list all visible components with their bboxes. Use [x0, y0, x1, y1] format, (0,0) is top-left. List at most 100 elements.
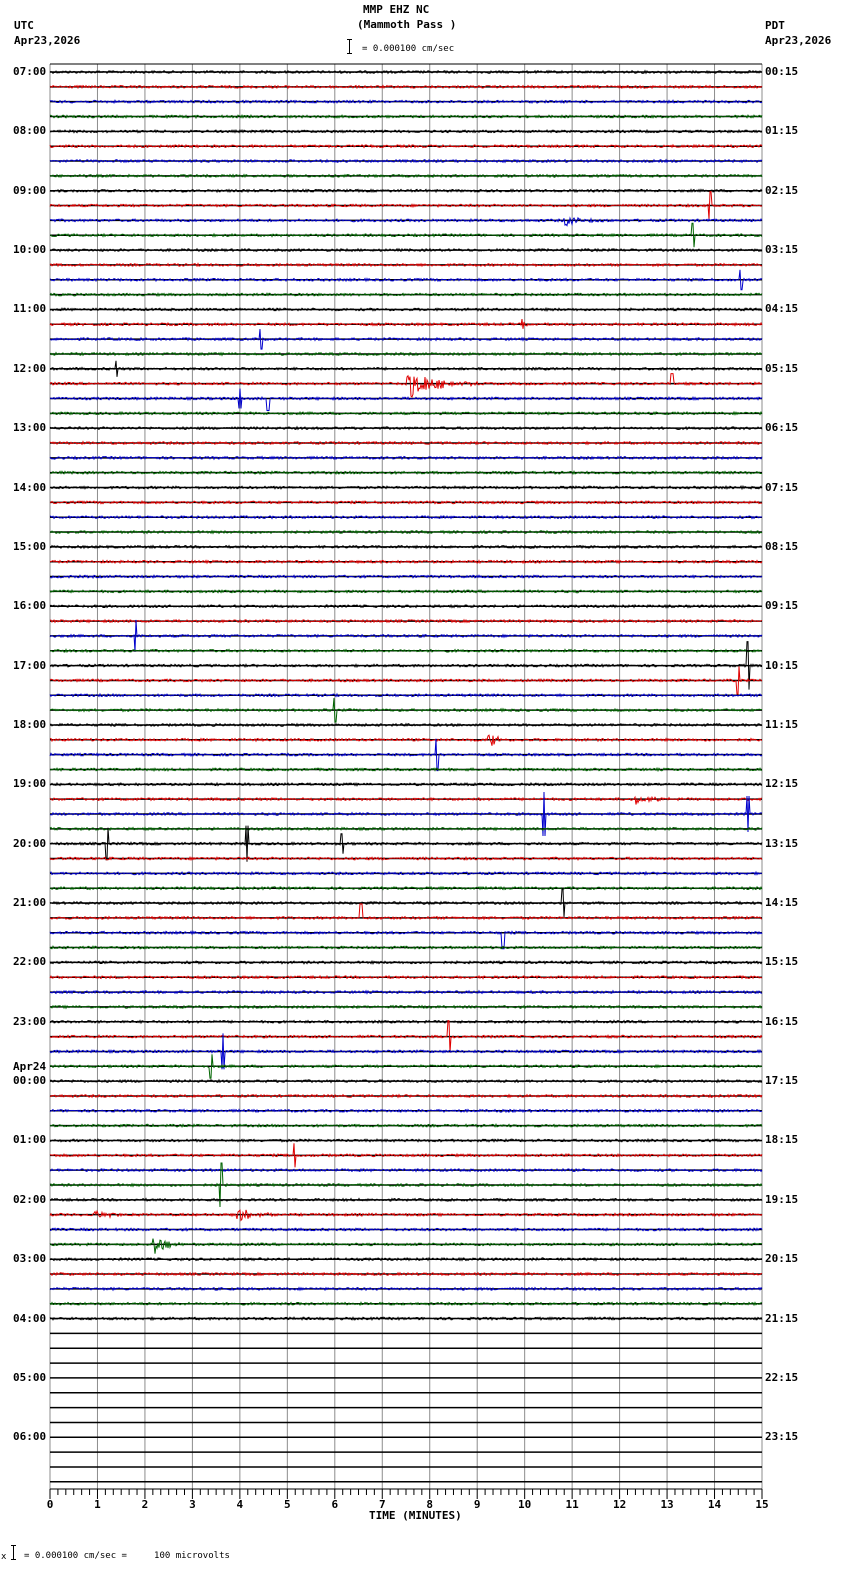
x-tick-label: 1 — [94, 1498, 101, 1511]
seismic-trace — [49, 1227, 763, 1232]
seismic-trace — [49, 1019, 763, 1025]
seismic-trace — [49, 1033, 763, 1070]
seismic-trace — [49, 618, 763, 624]
seismic-trace — [49, 360, 763, 377]
seismic-trace — [49, 666, 763, 695]
seismic-trace — [49, 455, 763, 461]
pdt-hour-label: 14:15 — [765, 896, 799, 910]
seismic-trace — [49, 1004, 763, 1010]
pdt-hour-label: 20:15 — [765, 1252, 799, 1266]
seismic-trace — [49, 641, 763, 690]
pdt-hour-label: 10:15 — [765, 658, 799, 672]
seismic-trace — [49, 143, 763, 149]
seismic-trace — [49, 1286, 763, 1292]
seismic-trace — [49, 1093, 763, 1099]
seismic-trace — [49, 1108, 763, 1114]
seismic-trace — [49, 99, 763, 104]
pdt-hour-label: 01:15 — [765, 124, 799, 138]
seismic-trace — [49, 128, 763, 134]
x-tick-label: 11 — [566, 1498, 580, 1511]
seismic-trace — [49, 1256, 763, 1262]
seismic-trace — [49, 870, 763, 876]
utc-hour-label: 13:00 — [13, 421, 47, 435]
station-title: MMP EHZ NC — [363, 3, 430, 16]
utc-hour-label: 00:00 — [13, 1074, 47, 1088]
calibration-marker: x — [1, 1552, 7, 1562]
seismic-trace — [49, 989, 763, 995]
seismic-trace — [49, 1162, 763, 1208]
pdt-hour-label: 17:15 — [765, 1074, 799, 1088]
utc-hour-label: 18:00 — [13, 717, 47, 731]
seismic-trace — [49, 826, 763, 832]
utc-hour-label: 21:00 — [13, 896, 47, 910]
seismic-trace — [49, 1054, 763, 1079]
seismic-trace — [49, 319, 763, 329]
seismic-trace — [49, 514, 763, 520]
seismic-trace — [49, 1209, 763, 1222]
pdt-hour-label: 00:15 — [765, 65, 799, 78]
right-timezone: PDT — [765, 19, 785, 32]
utc-hour-label: 20:00 — [13, 836, 47, 850]
seismic-trace — [49, 888, 763, 918]
seismic-trace — [49, 113, 763, 120]
seismic-trace — [49, 588, 763, 594]
left-date: Apr23,2026 — [14, 34, 81, 47]
pdt-hour-label: 13:15 — [765, 836, 799, 850]
seismic-trace — [49, 188, 763, 194]
seismic-trace — [49, 222, 763, 248]
calibration-bar-icon — [11, 1545, 19, 1560]
seismic-trace — [50, 1197, 763, 1203]
seismic-trace — [49, 559, 763, 565]
seismic-trace — [49, 974, 763, 980]
seismic-trace — [49, 791, 763, 837]
seismic-trace — [49, 945, 763, 951]
pdt-hour-label: 06:15 — [765, 421, 799, 435]
pdt-hour-label: 02:15 — [765, 183, 799, 197]
utc-hour-label: 14:00 — [13, 480, 47, 494]
pdt-hour-label: 21:15 — [765, 1311, 799, 1325]
x-tick-label: 0 — [47, 1498, 54, 1511]
utc-hour-label: 15:00 — [13, 539, 47, 553]
seismic-trace — [49, 959, 763, 965]
pdt-hour-label: 16:15 — [765, 1014, 799, 1028]
seismic-trace — [49, 410, 763, 416]
utc-hour-label: 12:00 — [13, 361, 47, 375]
left-timezone: UTC — [14, 19, 34, 32]
seismic-trace — [49, 1137, 763, 1144]
seismic-trace — [49, 351, 763, 357]
x-tick-label: 14 — [708, 1498, 722, 1511]
station-location: (Mammoth Pass ) — [357, 18, 457, 31]
seismic-trace — [49, 544, 763, 550]
utc-hour-label: 17:00 — [13, 658, 47, 672]
seismic-trace — [49, 734, 763, 746]
x-tick-label: 7 — [379, 1498, 386, 1511]
pdt-hour-label: 15:15 — [765, 955, 799, 969]
x-tick-label: 5 — [284, 1498, 291, 1511]
pdt-hour-label: 12:15 — [765, 777, 799, 791]
seismic-trace — [49, 930, 763, 950]
x-tick-label: 9 — [474, 1498, 481, 1511]
pdt-hour-label: 18:15 — [765, 1133, 799, 1147]
x-tick-label: 13 — [660, 1498, 673, 1511]
pdt-hour-label: 05:15 — [765, 361, 799, 375]
seismic-trace — [49, 1315, 763, 1322]
utc-hour-label: 22:00 — [13, 955, 47, 969]
seismic-trace — [49, 262, 763, 268]
seismic-trace — [49, 269, 763, 291]
seismic-trace — [49, 84, 763, 90]
utc-hour-label: 02:00 — [13, 1192, 47, 1206]
seismic-trace — [49, 795, 762, 805]
x-tick-label: 4 — [237, 1498, 244, 1511]
utc-hour-label: 10:00 — [13, 243, 47, 257]
utc-hour-label: 07:00 — [13, 65, 47, 78]
utc-hour-label: 19:00 — [13, 777, 47, 791]
seismic-trace — [49, 603, 763, 609]
x-tick-label: 6 — [331, 1498, 338, 1511]
x-tick-label: 10 — [518, 1498, 531, 1511]
pdt-hour-label: 22:15 — [765, 1370, 799, 1384]
seismic-trace — [49, 484, 763, 491]
pdt-hour-label: 23:15 — [765, 1430, 799, 1444]
pdt-hour-label: 09:15 — [765, 599, 799, 613]
seismic-trace — [49, 1143, 763, 1168]
x-tick-label: 2 — [142, 1498, 149, 1511]
